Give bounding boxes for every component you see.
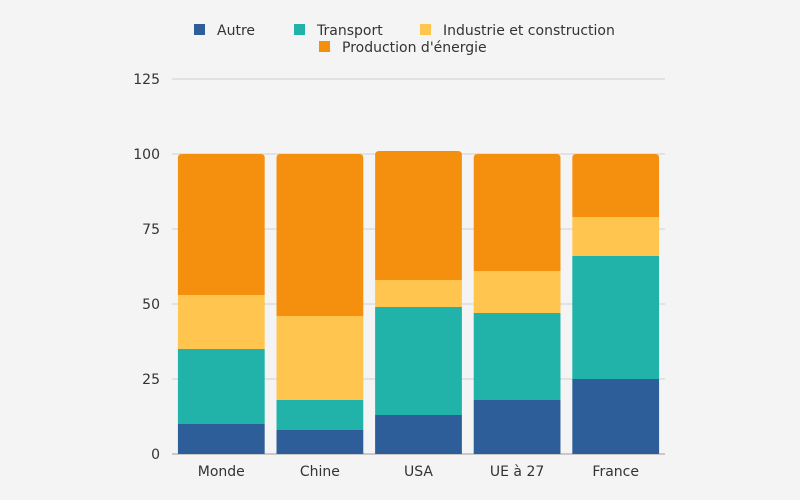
legend-swatch-industrie	[420, 24, 431, 35]
y-tick-label: 50	[142, 297, 160, 313]
bar-segment-production-d-nergie-0	[177, 154, 265, 295]
bar-segment-industrie-et-construction-3	[473, 271, 561, 313]
bar-segment-industrie-et-construction-0	[177, 295, 265, 349]
bar-segment-production-d-nergie-1	[276, 154, 364, 316]
legend-label-production: Production d'énergie	[342, 40, 487, 56]
x-tick-label: France	[592, 464, 639, 480]
x-axis-ticks: Monde Chine USA UE à 27 France	[198, 464, 639, 480]
bar-segment-production-d-nergie-3	[473, 154, 561, 271]
bars	[177, 151, 660, 454]
bar-segment-autre-2	[375, 415, 462, 454]
bar-segment-autre-3	[473, 400, 561, 454]
bar-segment-autre-0	[177, 424, 265, 454]
bar-segment-autre-4	[572, 379, 660, 454]
y-tick-label: 75	[142, 222, 160, 238]
legend-label-transport: Transport	[316, 23, 383, 39]
x-tick-label: Chine	[300, 464, 340, 480]
x-tick-label: UE à 27	[490, 464, 544, 480]
bar-segment-transport-3	[473, 313, 561, 400]
bar-segment-transport-0	[177, 349, 265, 424]
y-tick-label: 125	[133, 72, 160, 88]
bar-segment-production-d-nergie-4	[572, 154, 660, 217]
bar-segment-transport-1	[276, 400, 364, 430]
y-tick-label: 25	[142, 372, 160, 388]
legend-swatch-autre	[194, 24, 205, 35]
bar-segment-autre-1	[276, 430, 364, 454]
legend-swatch-production	[319, 41, 330, 52]
y-axis-ticks: 0 25 50 75 100 125	[133, 72, 160, 463]
y-tick-label: 0	[151, 447, 160, 463]
bar-segment-industrie-et-construction-4	[572, 217, 660, 256]
y-tick-label: 100	[133, 147, 160, 163]
x-tick-label: USA	[404, 464, 433, 480]
bar-segment-production-d-nergie-2	[375, 151, 462, 280]
x-tick-label: Monde	[198, 464, 245, 480]
legend-swatch-transport	[294, 24, 305, 35]
bar-segment-industrie-et-construction-1	[276, 316, 364, 400]
legend-label-autre: Autre	[217, 23, 255, 39]
bar-segment-industrie-et-construction-2	[375, 280, 462, 307]
legend: Autre Transport Industrie et constructio…	[194, 23, 615, 56]
legend-label-industrie: Industrie et construction	[443, 23, 615, 39]
bar-segment-transport-2	[375, 307, 462, 415]
bar-segment-transport-4	[572, 256, 660, 379]
